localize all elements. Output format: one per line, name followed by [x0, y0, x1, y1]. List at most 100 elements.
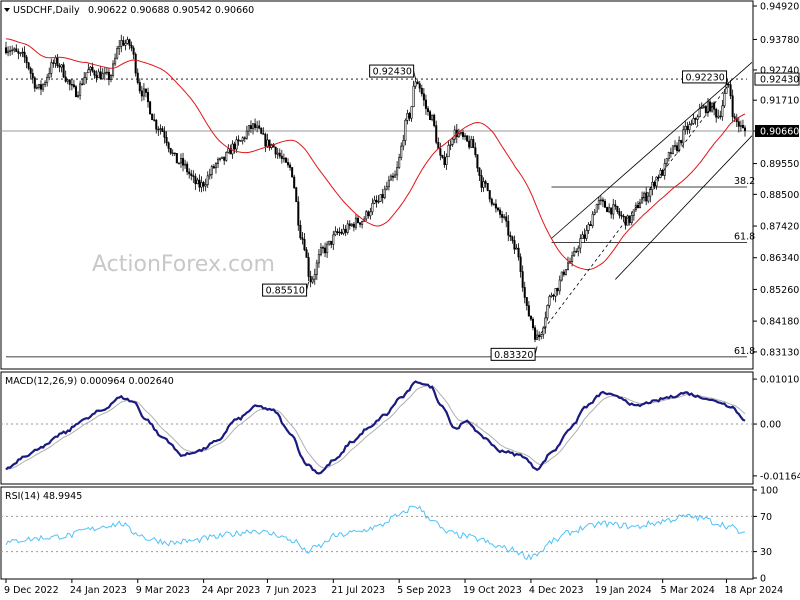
candle-body — [614, 204, 617, 207]
candle-body — [408, 113, 411, 119]
candle-body — [332, 234, 335, 245]
candle-body — [686, 126, 689, 130]
candle-body — [171, 152, 174, 155]
candle-body — [680, 140, 683, 144]
candle-body — [144, 88, 147, 93]
candle-body — [620, 214, 623, 217]
candle-body — [505, 216, 508, 222]
candle-body — [190, 173, 193, 176]
candle-body — [519, 256, 522, 272]
candle-body — [307, 257, 310, 277]
candle-body — [731, 95, 734, 117]
price-label-text: 0.92230 — [686, 72, 725, 83]
macd-tick-label: -0.011645 — [760, 471, 800, 482]
price-label-connector — [534, 346, 538, 355]
candle-body — [394, 174, 397, 178]
candle-body — [206, 175, 209, 185]
price-label-connector — [726, 76, 729, 86]
candle-body — [416, 81, 419, 85]
candle-body — [9, 50, 12, 52]
candle-body — [657, 176, 660, 179]
candle-body — [142, 88, 145, 97]
candle-body — [597, 200, 600, 205]
candle-body — [305, 249, 308, 258]
candle-body — [575, 250, 578, 253]
candle-body — [260, 127, 263, 134]
candle-body — [175, 153, 178, 164]
candle-body — [391, 175, 395, 178]
candle-body — [367, 211, 370, 217]
candle-body — [534, 327, 537, 340]
candle-body — [476, 154, 479, 169]
candle-body — [324, 247, 327, 254]
candle-body — [571, 255, 574, 262]
candle-body — [618, 211, 621, 216]
candle-body — [630, 215, 633, 223]
candle-body — [217, 159, 220, 164]
candle-body — [268, 139, 271, 148]
candle-body — [70, 84, 73, 86]
price-label-text: 0.85510 — [266, 286, 305, 297]
macd-tick-label: 0.00 — [760, 420, 781, 431]
moving-average-line — [5, 38, 746, 271]
candle-body — [461, 132, 465, 137]
price-panel — [0, 0, 754, 370]
price-tick-label: 0.91710 — [760, 96, 799, 107]
candle-body — [58, 65, 61, 68]
highlight-price-label: 0.92430 — [760, 75, 799, 86]
candle-body — [599, 199, 602, 202]
candle-body — [492, 203, 495, 206]
candle-body — [466, 135, 469, 142]
candle-body — [262, 133, 265, 135]
price-label-connector — [413, 70, 417, 80]
candle-body — [274, 146, 277, 155]
candle-body — [704, 106, 707, 114]
candle-body — [398, 157, 401, 168]
candle-body — [521, 271, 524, 288]
candle-body — [72, 84, 75, 87]
candle-body — [289, 164, 292, 168]
macd-tick-label: 0.010101 — [760, 375, 800, 386]
candle-body — [295, 187, 298, 203]
macd-line — [5, 380, 746, 475]
candle-body — [194, 176, 197, 185]
candle-body — [490, 198, 493, 205]
candle-body — [356, 217, 360, 223]
candle-body — [95, 74, 98, 79]
candle-body — [278, 152, 281, 157]
price-tick-label: 0.94920 — [760, 2, 799, 13]
candle-body — [286, 162, 290, 166]
candle-body — [350, 223, 353, 226]
candle-body — [52, 62, 55, 64]
candle-body — [60, 64, 63, 68]
candle-body — [507, 220, 510, 236]
candle-body — [321, 247, 325, 249]
current-price-box — [755, 124, 799, 137]
candle-body — [336, 231, 339, 233]
price-tick-label: 0.92740 — [760, 65, 799, 76]
candle-body — [235, 139, 238, 150]
candle-body — [581, 234, 584, 239]
candle-body — [548, 296, 551, 306]
candle-body — [182, 158, 185, 166]
candle-body — [138, 82, 141, 92]
candle-body — [114, 57, 117, 65]
candle-body — [120, 40, 123, 47]
price-label-text: 0.92430 — [373, 67, 412, 78]
candle-body — [212, 166, 215, 169]
candle-body — [39, 84, 43, 90]
candle-body — [626, 215, 629, 226]
candle-body — [23, 51, 26, 58]
candle-body — [330, 240, 333, 245]
candle-body — [264, 134, 267, 147]
candle-body — [284, 157, 287, 163]
candle-body — [573, 250, 576, 257]
candle-body — [694, 118, 697, 120]
candle-body — [48, 73, 51, 78]
candle-body — [116, 48, 119, 59]
candle-body — [344, 228, 347, 233]
candle-body — [587, 224, 590, 231]
rsi-line — [5, 505, 745, 561]
candle-body — [464, 135, 467, 137]
candle-body — [373, 199, 376, 204]
